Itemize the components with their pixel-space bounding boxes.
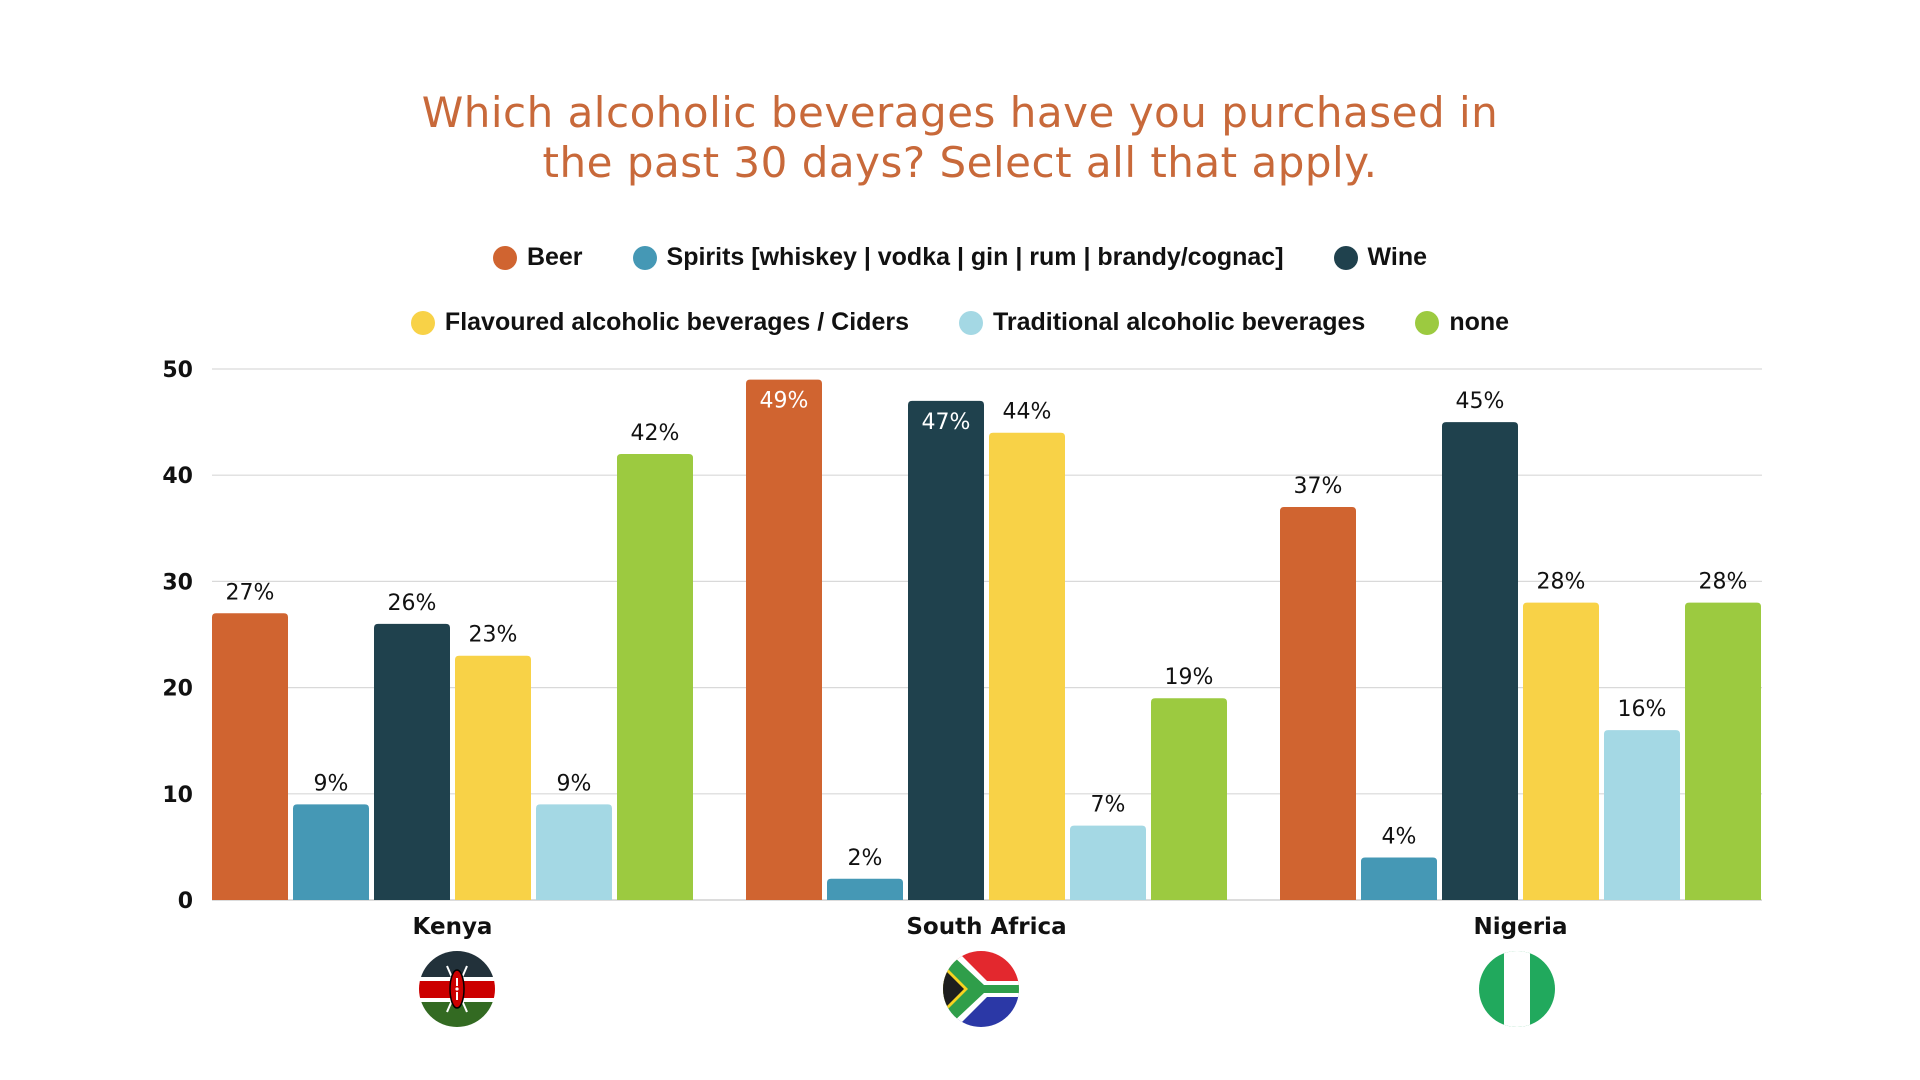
legend-label: Spirits [whiskey | vodka | gin | rum | b… <box>666 243 1284 271</box>
x-category-label: South Africa <box>906 914 1066 940</box>
data-label: 37% <box>1294 474 1343 499</box>
bar[interactable] <box>293 804 369 900</box>
kenya-flag-icon <box>419 951 495 1027</box>
legend-dot-icon <box>492 245 517 270</box>
bar[interactable] <box>455 655 531 900</box>
legend-label: none <box>1449 308 1510 336</box>
x-category-label: Kenya <box>413 914 493 940</box>
data-label: 19% <box>1165 665 1214 690</box>
bar[interactable] <box>1442 422 1518 900</box>
data-label: 9% <box>314 771 349 796</box>
bar[interactable] <box>1070 825 1146 900</box>
data-label: 28% <box>1537 570 1586 595</box>
bar[interactable] <box>746 379 822 900</box>
data-label: 45% <box>1456 389 1505 414</box>
legend-item-flavoured[interactable]: Flavoured alcoholic beverages / Ciders <box>410 308 909 337</box>
x-category-label: Nigeria <box>1474 914 1568 940</box>
bar[interactable] <box>1604 730 1680 900</box>
legend-row-2: Flavoured alcoholic beverages / Ciders T… <box>0 308 1920 337</box>
chart-title-line-1: Which alcoholic beverages have you purch… <box>421 88 1499 137</box>
legend-item-spirits[interactable]: Spirits [whiskey | vodka | gin | rum | b… <box>632 243 1284 272</box>
data-label: 28% <box>1699 570 1748 595</box>
y-axis: 0 10 20 30 40 50 <box>162 358 193 914</box>
legend-dot-icon <box>632 245 657 270</box>
bar[interactable] <box>827 878 903 900</box>
legend-label: Beer <box>526 243 583 271</box>
data-label: 9% <box>557 771 592 796</box>
y-tick-label: 20 <box>162 677 193 702</box>
bars <box>212 379 1761 900</box>
legend-item-traditional[interactable]: Traditional alcoholic beverages <box>958 308 1366 337</box>
legend-item-beer[interactable]: Beer <box>492 243 583 272</box>
legend-dot-icon <box>1415 310 1440 335</box>
legend-item-wine[interactable]: Wine <box>1333 243 1428 272</box>
y-tick-label: 30 <box>162 570 193 595</box>
data-label: 49% <box>760 389 809 414</box>
data-label: 27% <box>226 580 275 605</box>
data-label: 16% <box>1618 697 1667 722</box>
legend-label: Flavoured alcoholic beverages / Ciders <box>444 308 909 336</box>
y-tick-label: 10 <box>162 783 193 808</box>
data-labels: 27% 9% 26% 23% 9% 42% 49% 2% 47% 44% 7% 19% 37% 4% 45%… <box>226 389 1748 871</box>
legend-label: Wine <box>1367 243 1428 271</box>
legend-label: Traditional alcoholic beverages <box>992 308 1366 336</box>
legend-item-none[interactable]: none <box>1415 308 1509 337</box>
bar[interactable] <box>374 623 450 900</box>
bar[interactable] <box>1685 602 1761 900</box>
data-label: 26% <box>388 591 437 616</box>
y-tick-label: 0 <box>178 889 193 914</box>
data-label: 2% <box>848 846 883 871</box>
bar[interactable] <box>536 804 612 900</box>
bar[interactable] <box>617 453 693 900</box>
y-tick-label: 50 <box>162 358 193 383</box>
data-label: 44% <box>1003 400 1052 425</box>
data-label: 23% <box>469 623 518 648</box>
legend-dot-icon <box>1333 245 1358 270</box>
chart-title-line-2: the past 30 days? Select all that apply. <box>542 138 1378 187</box>
y-tick-label: 40 <box>162 464 193 489</box>
bar[interactable] <box>1151 698 1227 900</box>
bar[interactable] <box>908 400 984 900</box>
bar[interactable] <box>212 613 288 900</box>
bar[interactable] <box>1280 507 1356 900</box>
legend-dot-icon <box>410 310 435 335</box>
legend-dot-icon <box>958 310 983 335</box>
south-africa-flag-icon <box>943 951 1019 1027</box>
data-label: 7% <box>1091 793 1126 818</box>
nigeria-flag-icon <box>1479 951 1555 1027</box>
data-label: 4% <box>1382 825 1417 850</box>
data-label: 42% <box>631 421 680 446</box>
data-label: 47% <box>922 410 971 435</box>
bar[interactable] <box>1361 857 1437 900</box>
bar[interactable] <box>1523 602 1599 900</box>
x-axis: Kenya South Africa Nigeria <box>413 914 1568 940</box>
legend-row-1: Beer Spirits [whiskey | vodka | gin | ru… <box>0 243 1920 272</box>
chart-title: Which alcoholic beverages have you purch… <box>0 88 1920 188</box>
bar[interactable] <box>989 432 1065 900</box>
